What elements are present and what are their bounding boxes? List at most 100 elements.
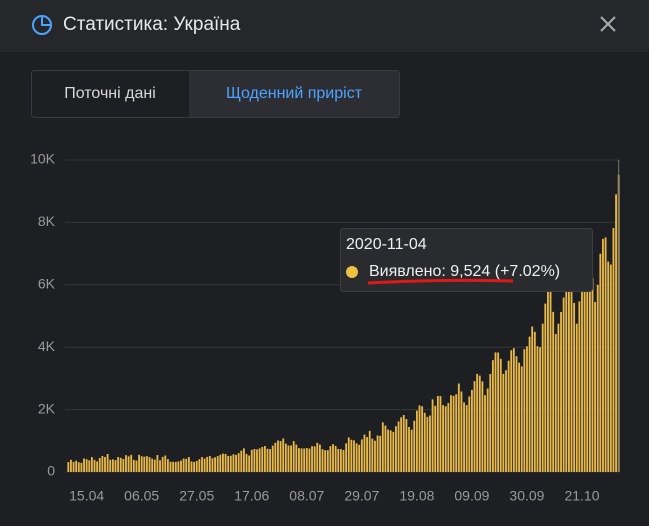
bar xyxy=(334,445,337,472)
bar xyxy=(515,356,518,472)
bar xyxy=(397,421,400,472)
bar xyxy=(347,437,350,472)
bar xyxy=(90,457,93,472)
bar xyxy=(240,450,243,472)
header-bar xyxy=(0,0,649,52)
bar xyxy=(405,419,408,472)
bar xyxy=(287,445,290,472)
bar xyxy=(214,457,216,472)
bar xyxy=(185,458,188,472)
bar xyxy=(98,457,101,472)
tab[interactable]: Поточні дані xyxy=(64,85,156,102)
x-tick-label: 17.06 xyxy=(234,488,269,504)
bar xyxy=(567,286,570,472)
bar xyxy=(476,373,479,472)
bar xyxy=(423,412,426,472)
bar xyxy=(174,461,177,472)
bar xyxy=(211,458,214,472)
bar xyxy=(609,264,612,472)
bar xyxy=(164,455,167,472)
bar xyxy=(544,303,547,472)
bar xyxy=(499,358,502,472)
bar xyxy=(520,366,523,472)
bar xyxy=(410,429,413,472)
bar xyxy=(342,450,345,472)
bar xyxy=(471,389,473,472)
bar xyxy=(332,444,334,472)
tab[interactable]: Щоденний приріст xyxy=(226,85,363,102)
y-tick-label: 10K xyxy=(30,151,56,167)
bar xyxy=(505,370,507,472)
bar xyxy=(415,410,418,472)
bar xyxy=(96,461,99,472)
bar xyxy=(190,461,193,472)
bar xyxy=(203,458,206,472)
bar xyxy=(507,360,510,472)
bar xyxy=(594,301,597,472)
bar xyxy=(478,375,481,472)
bar xyxy=(318,444,321,472)
bar xyxy=(371,438,374,472)
bar xyxy=(460,391,463,472)
bar xyxy=(219,454,222,472)
bar xyxy=(180,460,182,472)
bar xyxy=(408,427,410,472)
bar xyxy=(311,446,313,472)
bar xyxy=(274,442,277,472)
bar xyxy=(353,440,355,472)
stats-icon xyxy=(32,15,52,35)
bar xyxy=(512,348,515,472)
bar xyxy=(104,457,106,472)
underline-annotation xyxy=(367,278,514,285)
bar xyxy=(284,443,287,472)
bar xyxy=(269,449,272,472)
bar xyxy=(549,289,552,472)
x-tick-label: 19.08 xyxy=(399,488,434,504)
bar xyxy=(360,439,363,472)
bar xyxy=(292,441,295,472)
bar xyxy=(303,448,306,472)
bar xyxy=(80,462,83,472)
x-tick-label: 29.07 xyxy=(344,488,379,504)
bar xyxy=(135,460,138,472)
bar xyxy=(266,448,269,472)
bar xyxy=(277,440,279,472)
bar xyxy=(573,302,576,472)
bar xyxy=(554,334,557,472)
bar xyxy=(565,290,568,472)
bar xyxy=(450,395,452,472)
bar xyxy=(481,381,484,472)
bar xyxy=(368,430,371,472)
bar xyxy=(198,459,201,472)
bar xyxy=(156,455,159,472)
bar xyxy=(615,194,617,472)
bar xyxy=(222,453,224,472)
bar xyxy=(208,455,211,472)
bar xyxy=(591,277,594,472)
bar xyxy=(187,457,190,472)
bar xyxy=(321,449,324,472)
bar xyxy=(418,405,421,472)
x-tick-label: 09.09 xyxy=(454,488,489,504)
bar xyxy=(489,374,492,472)
bar xyxy=(363,434,366,472)
bar xyxy=(151,458,154,472)
bar xyxy=(387,429,389,472)
bar xyxy=(444,406,447,472)
close-button[interactable] xyxy=(600,16,616,32)
bar xyxy=(497,352,500,472)
y-tick-label: 0 xyxy=(47,463,55,479)
bar xyxy=(358,444,361,472)
tooltip-label: Виявлено: 9,524 (+7.02%) xyxy=(369,263,560,280)
x-tick-label: 08.07 xyxy=(289,488,324,504)
bar xyxy=(117,457,120,472)
bar xyxy=(434,405,437,472)
bar xyxy=(111,459,114,472)
bar xyxy=(502,373,505,472)
bar xyxy=(384,425,387,472)
x-tick-label: 15.04 xyxy=(69,488,104,504)
bar xyxy=(588,272,591,472)
bar xyxy=(256,449,258,472)
bar xyxy=(106,453,109,472)
bar xyxy=(132,459,135,472)
